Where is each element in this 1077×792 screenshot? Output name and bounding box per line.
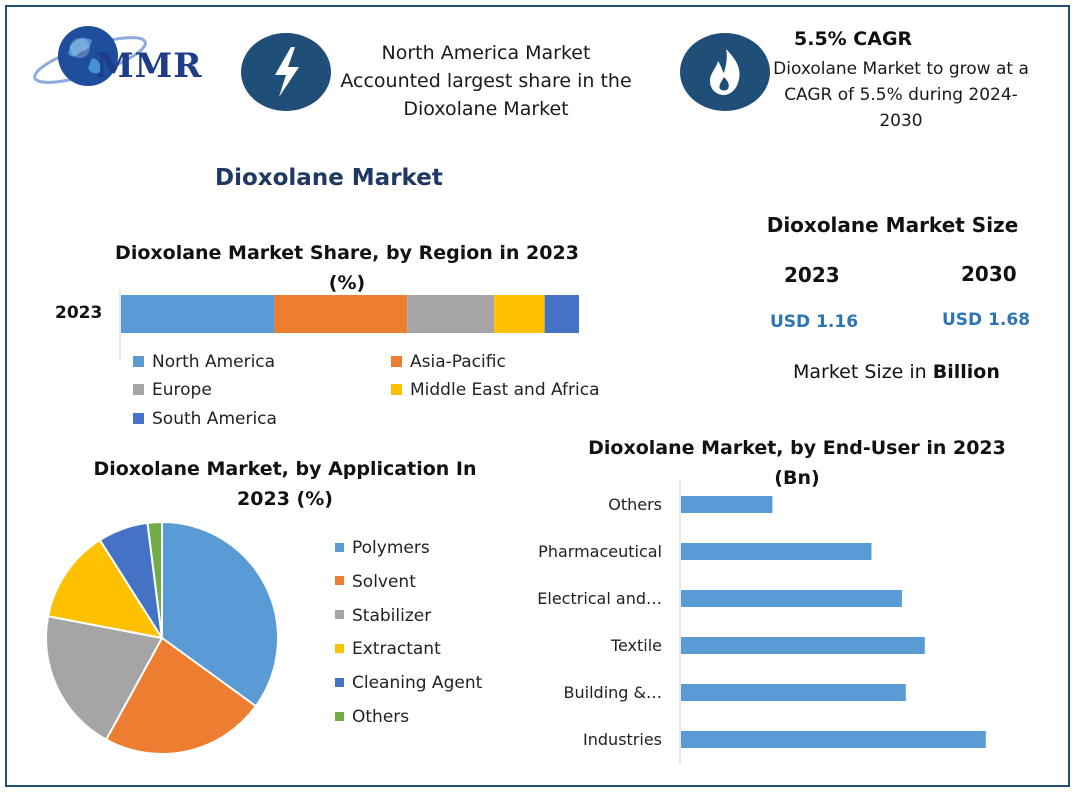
- application-legend-item: Polymers: [335, 538, 430, 558]
- region-legend-item: South America: [133, 409, 277, 429]
- region-bar-segment-1: [274, 295, 408, 333]
- application-pie-chart: [45, 522, 279, 755]
- application-legend-item: Cleaning Agent: [335, 673, 482, 693]
- legend-label: Middle East and Africa: [410, 380, 600, 400]
- end-user-bar-3: [681, 637, 925, 654]
- cagr-title: 5.5% CAGR: [794, 28, 913, 50]
- value-2030: USD 1.68: [942, 310, 1031, 330]
- year-2023-label: 2023: [784, 263, 840, 287]
- lightning-icon-circle: [241, 33, 331, 111]
- application-legend-item: Stabilizer: [335, 606, 431, 626]
- end-user-category-label: Industries: [583, 730, 662, 749]
- end-user-bar-chart: [679, 480, 986, 764]
- value-2023: USD 1.16: [770, 312, 859, 332]
- legend-label: North America: [152, 352, 276, 372]
- region-legend-item: North America: [133, 352, 275, 372]
- page-title: Dioxolane Market: [215, 165, 443, 191]
- pie-slice-solvent: [104, 636, 258, 755]
- region-legend-item: Europe: [133, 380, 212, 400]
- end-user-bar-5: [681, 731, 986, 748]
- end-user-chart-title: Dioxolane Market, by End-User in 2023 (B…: [588, 437, 1006, 489]
- application-legend-item: Others: [335, 707, 409, 727]
- end-user-bar-4: [681, 684, 906, 701]
- end-user-category-label: Textile: [610, 636, 662, 655]
- logo-text: MMR: [96, 46, 203, 86]
- legend-swatch: [335, 610, 344, 620]
- application-legend-item: Extractant: [335, 639, 441, 659]
- end-user-category-label: Building &…: [563, 683, 662, 702]
- end-user-category-label: Others: [608, 495, 662, 514]
- legend-swatch: [335, 677, 344, 687]
- region-legend-item: Middle East and Africa: [391, 380, 600, 400]
- legend-label: Cleaning Agent: [352, 673, 483, 694]
- pie-slice-others: [146, 522, 163, 639]
- legend-label: Solvent: [352, 571, 416, 592]
- pie-slice-extractant: [46, 538, 165, 640]
- mmr-logo: [33, 26, 147, 86]
- legend-swatch: [335, 576, 344, 586]
- legend-label: Asia-Pacific: [410, 352, 506, 372]
- legend-swatch: [335, 711, 344, 721]
- legend-label: Europe: [152, 380, 212, 400]
- legend-swatch: [133, 355, 144, 367]
- end-user-category-label: Pharmaceutical: [538, 542, 662, 561]
- cagr-text: Dioxolane Market to grow at a CAGR of 5.…: [773, 59, 1029, 131]
- legend-swatch: [391, 383, 402, 395]
- legend-swatch: [133, 383, 144, 395]
- year-2030-label: 2030: [961, 262, 1017, 286]
- end-user-category-label: Electrical and…: [537, 589, 662, 608]
- application-legend-item: Solvent: [335, 572, 416, 592]
- unit-prefix: Market Size in: [793, 361, 933, 383]
- flame-icon: [710, 49, 740, 95]
- legend-label: Polymers: [352, 538, 430, 558]
- region-stacked-bar-chart: [119, 290, 579, 360]
- end-user-bar-1: [681, 543, 872, 560]
- end-user-bar-0: [681, 496, 773, 513]
- market-size-unit: Market Size in Billion: [793, 361, 1000, 383]
- unit-bold: Billion: [932, 361, 1000, 383]
- legend-swatch: [133, 412, 144, 424]
- pie-slice-polymers: [161, 522, 279, 708]
- pie-slice-stabilizer: [45, 615, 164, 742]
- application-chart-title: Dioxolane Market, by Application In 2023…: [93, 458, 477, 510]
- market-size-heading: Dioxolane Market Size: [766, 213, 1019, 237]
- region-chart-title: Dioxolane Market Share, by Region in 202…: [115, 242, 579, 294]
- region-bar-category-label: 2023: [55, 303, 103, 323]
- legend-swatch: [335, 643, 344, 653]
- north-america-banner-text: North America Market Accounted largest s…: [340, 42, 632, 120]
- region-legend-item: Asia-Pacific: [391, 352, 506, 372]
- legend-swatch: [391, 355, 402, 367]
- legend-label: South America: [152, 409, 277, 429]
- legend-label: Others: [352, 707, 410, 727]
- legend-swatch: [335, 542, 344, 552]
- region-bar-segment-0: [121, 295, 275, 333]
- region-bar-segment-3: [494, 295, 545, 333]
- region-bar-segment-2: [407, 295, 495, 333]
- globe-icon: [58, 26, 118, 86]
- lightning-icon: [275, 47, 299, 97]
- flame-icon-circle: [680, 33, 770, 111]
- region-bar-segment-4: [544, 295, 579, 333]
- legend-label: Extractant: [352, 639, 441, 660]
- end-user-bar-2: [681, 590, 902, 607]
- legend-label: Stabilizer: [352, 605, 432, 626]
